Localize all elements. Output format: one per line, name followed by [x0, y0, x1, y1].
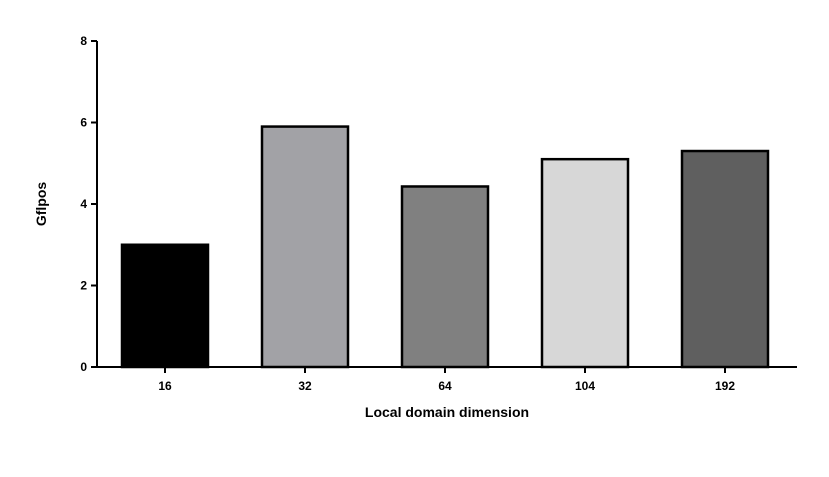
bar-192	[680, 149, 770, 369]
y-axis-title: Gflpos	[33, 182, 49, 227]
y-tick-label: 2	[80, 279, 87, 293]
x-tick-label: 64	[438, 379, 452, 393]
x-tick-label: 32	[298, 379, 312, 393]
y-tick-label: 4	[80, 197, 87, 211]
x-axis-title: Local domain dimension	[365, 404, 529, 420]
y-tick-label: 0	[80, 360, 87, 374]
bar-104	[540, 157, 630, 369]
bars-group	[120, 125, 770, 369]
x-tick-label: 16	[158, 379, 172, 393]
x-tick-label: 192	[715, 379, 735, 393]
y-axis: 0 2 4 6 8	[80, 34, 98, 374]
x-tick-label: 104	[575, 379, 595, 393]
y-tick-label: 8	[80, 34, 87, 48]
bar-16	[120, 243, 210, 369]
bar-32	[260, 125, 350, 369]
bar-64	[400, 185, 490, 369]
y-tick-label: 6	[80, 116, 87, 130]
x-axis: 16 32 64 104 192	[96, 366, 797, 393]
